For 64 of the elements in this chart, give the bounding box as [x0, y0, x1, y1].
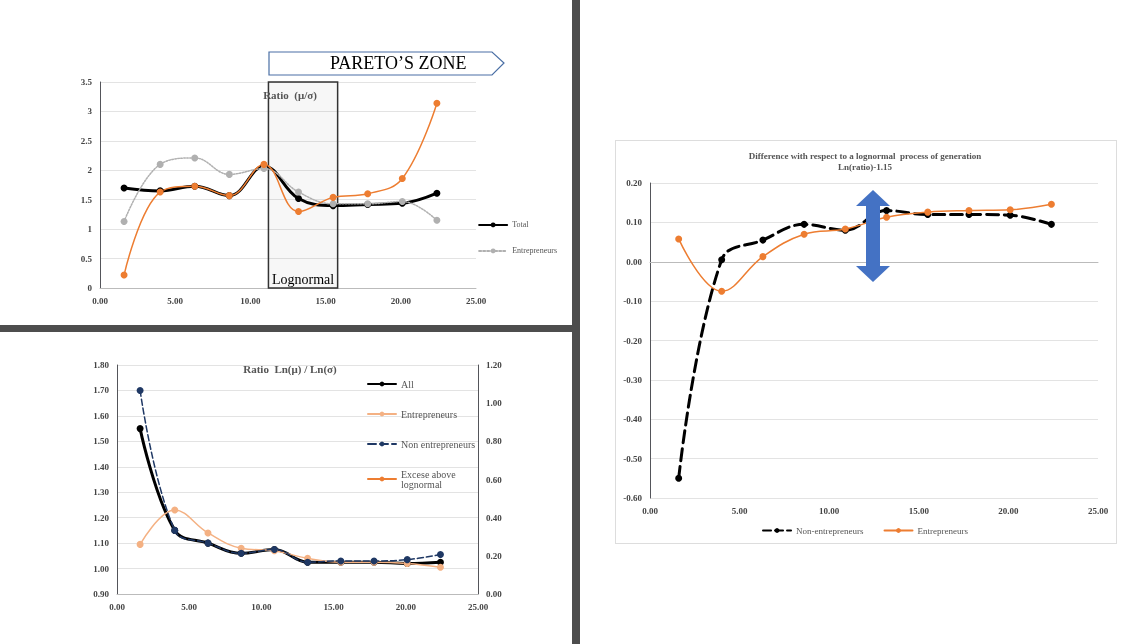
text: PARETO’S ZONE — [330, 53, 467, 74]
y-tick-label: 3 — [87, 106, 93, 117]
y-tick-label: 0.5 — [80, 253, 93, 264]
x-tick-label: 20.00 — [390, 295, 412, 306]
y-tick-label: 1.70 — [93, 385, 110, 396]
chart-subtitle: Ln(ratio)-1.15 — [837, 161, 893, 172]
y-tick-label: 1.00 — [93, 563, 110, 574]
x-tick-label: 10.00 — [240, 295, 262, 306]
legend-label: Non entrepreneurs — [401, 438, 476, 450]
y-tick-label: 1.10 — [93, 538, 110, 549]
x-tick-label: 10.00 — [251, 601, 273, 612]
y-tick-label: -0.30 — [623, 374, 643, 385]
legend-label: Excese above lognormal — [401, 468, 459, 490]
y-tick-label: 1.50 — [93, 436, 110, 447]
x-tick-label: 0.00 — [642, 505, 659, 516]
y2-tick-label: 0.80 — [486, 436, 503, 447]
x-tick-label: 25.00 — [1087, 505, 1109, 516]
y2-tick-label: 0.40 — [486, 512, 503, 523]
legend-label: Non-entrepreneurs — [796, 525, 864, 536]
y-tick-label: 1.60 — [93, 410, 110, 421]
y2-tick-label: 0.20 — [486, 550, 503, 561]
legend-label: Entrepreneurs — [917, 525, 969, 536]
y-tick-label: -0.40 — [623, 414, 643, 425]
y-tick-label: 1 — [87, 224, 93, 235]
x-tick-label: 15.00 — [908, 505, 930, 516]
legend-label: Total — [512, 220, 530, 230]
x-tick-label: 15.00 — [323, 601, 345, 612]
x-tick-label: 20.00 — [998, 505, 1020, 516]
x-tick-label: 20.00 — [395, 601, 417, 612]
y-tick-label: 1.20 — [93, 512, 110, 523]
y-tick-label: 1.80 — [93, 360, 110, 370]
legend-label: Entrepreneurs — [401, 408, 458, 420]
y2-tick-label: 1.00 — [486, 398, 503, 409]
y-tick-label: -0.60 — [623, 493, 643, 503]
y2-tick-label: 1.20 — [486, 360, 503, 370]
chart-title: Ratio Ln(μ) / Ln(σ) — [243, 362, 338, 376]
x-tick-label: 5.00 — [167, 295, 184, 306]
y-tick-label: 2 — [87, 165, 93, 176]
y-tick-label: 1.40 — [93, 461, 110, 472]
y-tick-label: 0.10 — [626, 217, 643, 228]
y-tick-label: 3.5 — [80, 77, 93, 87]
x-tick-label: 5.00 — [181, 601, 198, 612]
y-tick-label: 0.20 — [626, 178, 643, 188]
y-tick-label: 2.5 — [80, 135, 93, 146]
band-label: Lognormal — [271, 272, 335, 288]
y2-tick-label: 0.00 — [486, 589, 503, 599]
y-tick-label: 0.00 — [626, 256, 643, 267]
y-tick-label: 1.30 — [93, 487, 110, 498]
chart-title: Difference with respect to a lognormal process of generation — [748, 150, 982, 161]
y-tick-label: -0.50 — [623, 453, 643, 464]
x-tick-label: 15.00 — [315, 295, 337, 306]
x-tick-label: 25.00 — [467, 601, 489, 612]
x-tick-label: 0.00 — [109, 601, 126, 612]
x-tick-label: 5.00 — [731, 505, 748, 516]
legend-label: All — [401, 378, 414, 390]
y-tick-label: 1.5 — [80, 194, 93, 205]
y-tick-label: -0.10 — [623, 296, 643, 307]
y-tick-label: 0 — [87, 283, 93, 293]
legend-label: Entrepreneurs — [512, 246, 558, 256]
x-tick-label: 25.00 — [465, 295, 487, 306]
y2-tick-label: 0.60 — [486, 474, 503, 485]
y-tick-label: 0.90 — [93, 589, 110, 599]
x-tick-label: 10.00 — [819, 505, 840, 516]
y-tick-label: -0.20 — [623, 335, 643, 346]
